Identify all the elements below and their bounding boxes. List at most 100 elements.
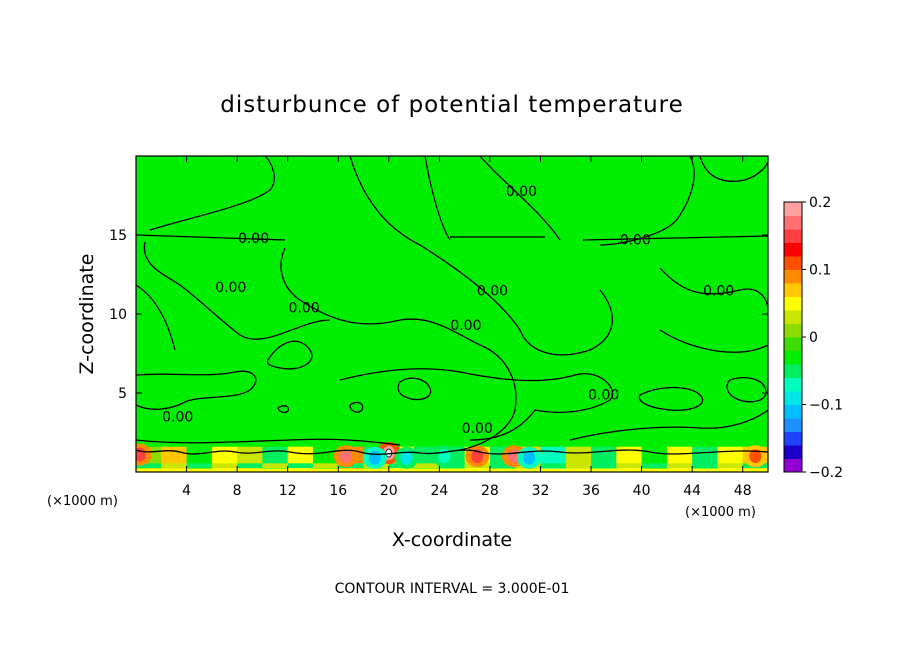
- colorbar-cell: [784, 256, 802, 270]
- colorbar-cell: [784, 229, 802, 243]
- contour-line: [136, 234, 286, 241]
- x-tick-label: 28: [481, 483, 499, 499]
- contour-label: 0.00: [289, 301, 320, 317]
- colorbar-tick-label: −0.2: [809, 465, 843, 481]
- field-cell: [591, 463, 618, 469]
- field-cell: [439, 463, 466, 469]
- colorbar-cell: [784, 364, 802, 378]
- field-cell: [186, 463, 213, 469]
- x-tick-label: 40: [633, 483, 651, 499]
- colorbar-cell: [784, 215, 802, 230]
- colorbar-cell: [784, 269, 802, 284]
- field-cell: [136, 463, 163, 469]
- x-axis-label: X-coordinate: [392, 529, 512, 551]
- x-tick-label: 20: [380, 483, 398, 499]
- colorbar-cell: [784, 458, 802, 473]
- contour-line: [479, 156, 561, 241]
- x-tick-label: 8: [233, 483, 242, 499]
- contour-line: [599, 156, 695, 246]
- field-cell: [237, 463, 264, 469]
- y-axis-label: Z-coordinate: [76, 254, 98, 375]
- field-cell: [287, 446, 314, 472]
- y-tick-label: 15: [109, 228, 127, 244]
- field-cell: [489, 463, 517, 469]
- colorbar-cell: [784, 242, 802, 257]
- contour-line: [659, 267, 768, 311]
- field-cell: [211, 463, 239, 469]
- field-cell: [666, 446, 694, 472]
- x-tick-label: 36: [582, 483, 600, 499]
- field-cell: [237, 446, 264, 472]
- field-cell: [262, 463, 289, 469]
- contour-label: 0.00: [477, 283, 508, 299]
- colorbar-cell: [784, 323, 802, 338]
- colorbar-cell: [784, 202, 802, 216]
- x-tick-label: 16: [329, 483, 347, 499]
- x-axis-ticks: 4 8 12 16 20 24 28 32 36 40 44 48: [182, 156, 752, 499]
- colorbar-tick-label: 0.2: [809, 195, 831, 211]
- field-cell: [666, 463, 694, 469]
- x-tick-label: 4: [182, 483, 191, 499]
- colorbar-cells: [784, 202, 802, 473]
- colorbar-cell: [784, 310, 802, 324]
- colorbar-cell: [784, 283, 802, 297]
- field-feature: [400, 450, 413, 465]
- contour-line: [349, 156, 613, 356]
- contour-line: [136, 449, 768, 455]
- field-cell: [540, 463, 567, 469]
- field-feature: [749, 449, 762, 464]
- contour-labels: 0.00 0.00 0.00 0.00 0.00 0.00 0.00 0.00 0.00 0.00…: [162, 184, 734, 437]
- colorbar-cell: [784, 404, 802, 419]
- colorbar-cell: [784, 377, 802, 392]
- contour-line: [280, 247, 517, 451]
- contour-line: [659, 329, 768, 353]
- contour-label: 0.00: [215, 280, 246, 296]
- contour-line: [339, 368, 614, 441]
- contour-interval-note: CONTOUR INTERVAL = 3.000E-01: [335, 581, 570, 597]
- field-cell: [692, 446, 719, 472]
- x-tick-label: 12: [279, 483, 297, 499]
- colorbar-cell: [784, 445, 802, 459]
- contour-line: [349, 401, 364, 413]
- field-cell: [641, 463, 668, 469]
- colorbar-cell: [784, 431, 802, 446]
- field-cell: [186, 446, 213, 472]
- contour-line: [266, 340, 313, 370]
- field-cell: [717, 446, 744, 472]
- colorbar-cell: [784, 350, 802, 365]
- contour-label: 0.00: [162, 410, 193, 426]
- contour-line: [277, 405, 290, 414]
- field-cell: [565, 463, 593, 469]
- y-tick-label: 10: [109, 307, 127, 323]
- contour-line: [397, 377, 432, 401]
- colorbar-tick-label: 0.1: [809, 263, 831, 279]
- contour-label: 0.00: [462, 421, 493, 437]
- contour-line: [638, 386, 704, 411]
- x-unit-left: (×1000 m): [47, 494, 118, 509]
- plot-area: 0.00 0.00 0.00 0.00 0.00 0.00 0.00 0.00 0.00 0.00…: [135, 155, 769, 473]
- contour-line: [699, 156, 768, 182]
- x-unit-right: (×1000 m): [685, 505, 756, 520]
- contour-line: [143, 241, 331, 340]
- colorbar-cell: [784, 418, 802, 432]
- colorbar-tick-label: −0.1: [809, 398, 843, 414]
- x-tick-label: 44: [683, 483, 701, 499]
- field-feature: [523, 450, 536, 465]
- contour-label: 0.00: [620, 233, 651, 249]
- field-cell: [717, 463, 744, 469]
- colorbar: 0.2 0.1 0 −0.1 −0.2: [783, 195, 843, 481]
- field-cell: [312, 463, 340, 469]
- contour-line: [136, 370, 257, 410]
- contour-line: [582, 235, 768, 241]
- y-axis-ticks: 5 10 15: [109, 228, 768, 402]
- field-cell: [161, 463, 188, 469]
- field-cell: [616, 463, 643, 469]
- field-cell: [211, 446, 239, 472]
- contour-line: [569, 409, 768, 441]
- colorbar-cell: [784, 337, 802, 351]
- x-tick-label: 24: [430, 483, 448, 499]
- x-tick-label: 32: [532, 483, 550, 499]
- x-tick-label: 48: [734, 483, 752, 499]
- contour-label: 0.00: [238, 231, 269, 247]
